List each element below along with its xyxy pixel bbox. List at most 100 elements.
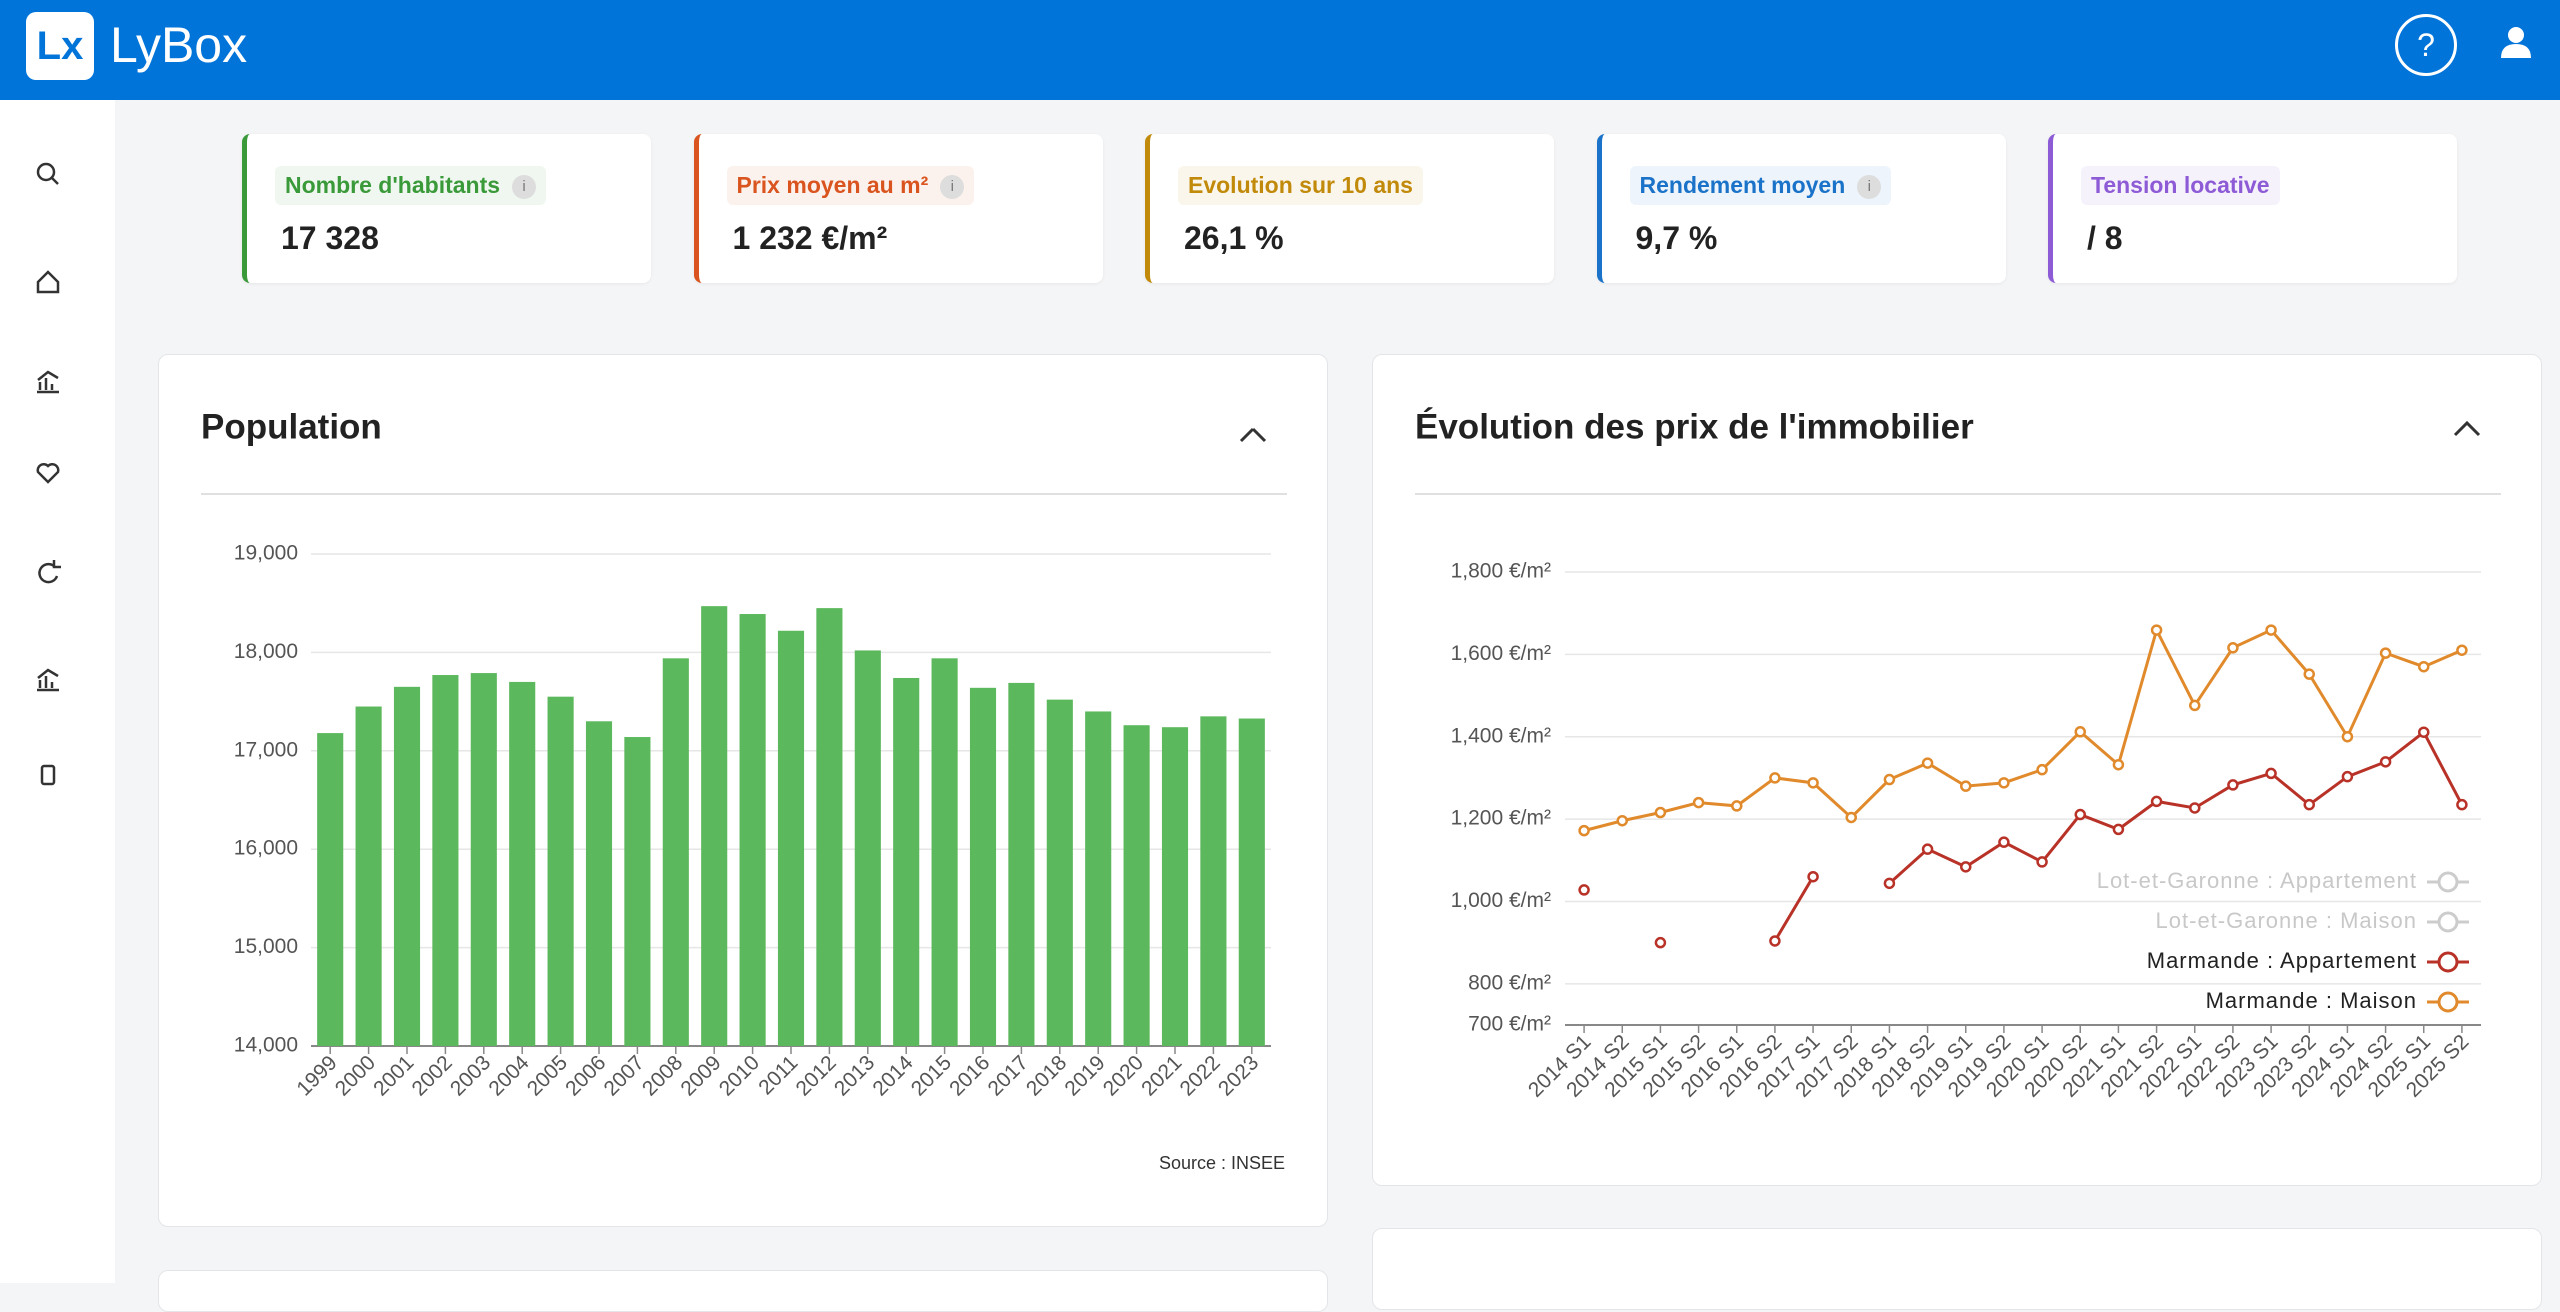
device-icon[interactable] bbox=[40, 764, 56, 786]
bar bbox=[931, 658, 958, 1046]
legend-marker bbox=[2437, 911, 2459, 933]
data-point bbox=[1654, 806, 1667, 819]
bar bbox=[854, 650, 881, 1046]
bar bbox=[624, 737, 651, 1046]
x-tick-label: 2001 bbox=[369, 1051, 418, 1100]
kpi-label-text: Evolution sur 10 ans bbox=[1188, 172, 1413, 198]
bar bbox=[585, 721, 613, 1046]
data-point bbox=[2341, 730, 2354, 743]
info-icon[interactable]: i bbox=[512, 174, 537, 199]
x-tick-label: 2021 bbox=[1137, 1051, 1186, 1100]
logo[interactable]: Lx bbox=[26, 12, 94, 80]
chart-title: Population bbox=[201, 407, 382, 446]
data-point bbox=[1807, 870, 1819, 883]
x-tick-label: 2015 bbox=[907, 1051, 956, 1100]
legend-label: Marmande : Appartement bbox=[2147, 948, 2417, 973]
home-icon[interactable] bbox=[36, 270, 60, 294]
user-icon[interactable] bbox=[2496, 24, 2536, 64]
population-chart: Population Source : INSEE 14,000 15,000 16… bbox=[201, 407, 1287, 1173]
info-icon[interactable]: i bbox=[940, 174, 965, 199]
kpi-label: Tension locative bbox=[2081, 166, 2280, 205]
kpi-card: Evolution sur 10 ans 26,1 % bbox=[1145, 134, 1554, 283]
market-icon[interactable] bbox=[37, 668, 59, 692]
next-panel bbox=[158, 1270, 1328, 1312]
bar bbox=[777, 630, 805, 1046]
data-point bbox=[1769, 772, 1781, 784]
x-tick-label: 2018 bbox=[1022, 1051, 1071, 1100]
data-point bbox=[2456, 798, 2468, 811]
brand[interactable]: LyBox bbox=[110, 17, 248, 73]
bar bbox=[1161, 727, 1189, 1046]
data-point bbox=[1960, 861, 1972, 873]
data-point bbox=[2418, 660, 2430, 673]
kpi-label: Nombre d'habitants i bbox=[275, 166, 547, 205]
data-point bbox=[2189, 802, 2201, 814]
kpi-label-text: Rendement moyen bbox=[1639, 172, 1846, 198]
kpi-value: 26,1 % bbox=[1184, 220, 1284, 256]
collapse-button[interactable] bbox=[1239, 427, 1267, 443]
x-tick-label: 2020 bbox=[1099, 1051, 1148, 1100]
x-tick-label: 2016 bbox=[945, 1051, 994, 1100]
data-point bbox=[2112, 823, 2125, 836]
y-tick-label: 18,000 bbox=[234, 640, 298, 663]
y-tick-label: 16,000 bbox=[234, 837, 298, 860]
data-point bbox=[2418, 726, 2430, 738]
kpi-value: 17 328 bbox=[281, 220, 379, 256]
data-point bbox=[2150, 624, 2163, 636]
stats-icon[interactable] bbox=[37, 370, 59, 394]
bar bbox=[509, 681, 536, 1046]
bar bbox=[470, 673, 497, 1046]
bar bbox=[893, 677, 920, 1046]
x-tick-label: 2007 bbox=[600, 1051, 649, 1100]
data-point bbox=[2379, 756, 2392, 768]
population-panel: Population Source : INSEE 14,000 15,000 16… bbox=[158, 354, 1328, 1227]
data-point bbox=[1654, 936, 1667, 949]
bar bbox=[739, 614, 766, 1046]
line-series bbox=[1583, 625, 2463, 833]
data-point bbox=[2150, 795, 2163, 808]
collapse-button[interactable] bbox=[2453, 420, 2481, 437]
y-tick-label: 1,800 €/m² bbox=[1451, 560, 1551, 583]
kpi-label: Rendement moyen i bbox=[1629, 166, 1892, 205]
y-tick-label: 1,000 €/m² bbox=[1451, 889, 1551, 912]
data-point bbox=[2303, 668, 2315, 680]
x-tick-label: 2003 bbox=[446, 1051, 495, 1100]
bar bbox=[355, 706, 382, 1046]
search-icon[interactable] bbox=[36, 162, 59, 185]
x-tick-label: 2002 bbox=[408, 1051, 457, 1100]
x-tick-label: 2010 bbox=[715, 1051, 764, 1100]
bar bbox=[317, 733, 344, 1046]
y-tick-label: 19,000 bbox=[234, 542, 298, 565]
data-point bbox=[2303, 798, 2315, 811]
source-note: Source : INSEE bbox=[1159, 1153, 1285, 1173]
data-point bbox=[2456, 644, 2468, 656]
kpi-value: 1 232 €/m² bbox=[732, 220, 888, 256]
favorites-icon[interactable] bbox=[36, 463, 60, 484]
data-point bbox=[2227, 779, 2239, 791]
x-tick-label: 2012 bbox=[792, 1051, 841, 1100]
legend-label: Lot-et-Garonne : Maison bbox=[2156, 908, 2417, 933]
data-point bbox=[2036, 856, 2048, 868]
data-point bbox=[1845, 811, 1857, 824]
info-icon[interactable]: i bbox=[1857, 174, 1882, 199]
refresh-icon[interactable] bbox=[38, 560, 61, 584]
bar bbox=[816, 608, 843, 1046]
legend-label: Lot-et-Garonne : Appartement bbox=[2097, 868, 2417, 893]
next-panel bbox=[1372, 1228, 2542, 1310]
bar bbox=[547, 696, 574, 1046]
x-tick-label: 1999 bbox=[292, 1051, 341, 1100]
legend-marker bbox=[2437, 951, 2459, 973]
data-point bbox=[1578, 884, 1590, 896]
x-tick-label: 2005 bbox=[523, 1051, 572, 1100]
data-point bbox=[2189, 699, 2201, 712]
help-button[interactable]: ? bbox=[2395, 14, 2457, 76]
data-point bbox=[1769, 935, 1781, 947]
x-tick-label: 2006 bbox=[561, 1051, 610, 1100]
kpi-card: Prix moyen au m² i 1 232 €/m² bbox=[693, 134, 1103, 283]
x-tick-label: 2017 bbox=[984, 1051, 1033, 1100]
y-tick-label: 17,000 bbox=[234, 738, 298, 761]
y-tick-label: 1,400 €/m² bbox=[1451, 724, 1551, 747]
legend-marker bbox=[2437, 991, 2459, 1013]
data-point bbox=[1960, 780, 1972, 792]
bar bbox=[662, 658, 689, 1046]
